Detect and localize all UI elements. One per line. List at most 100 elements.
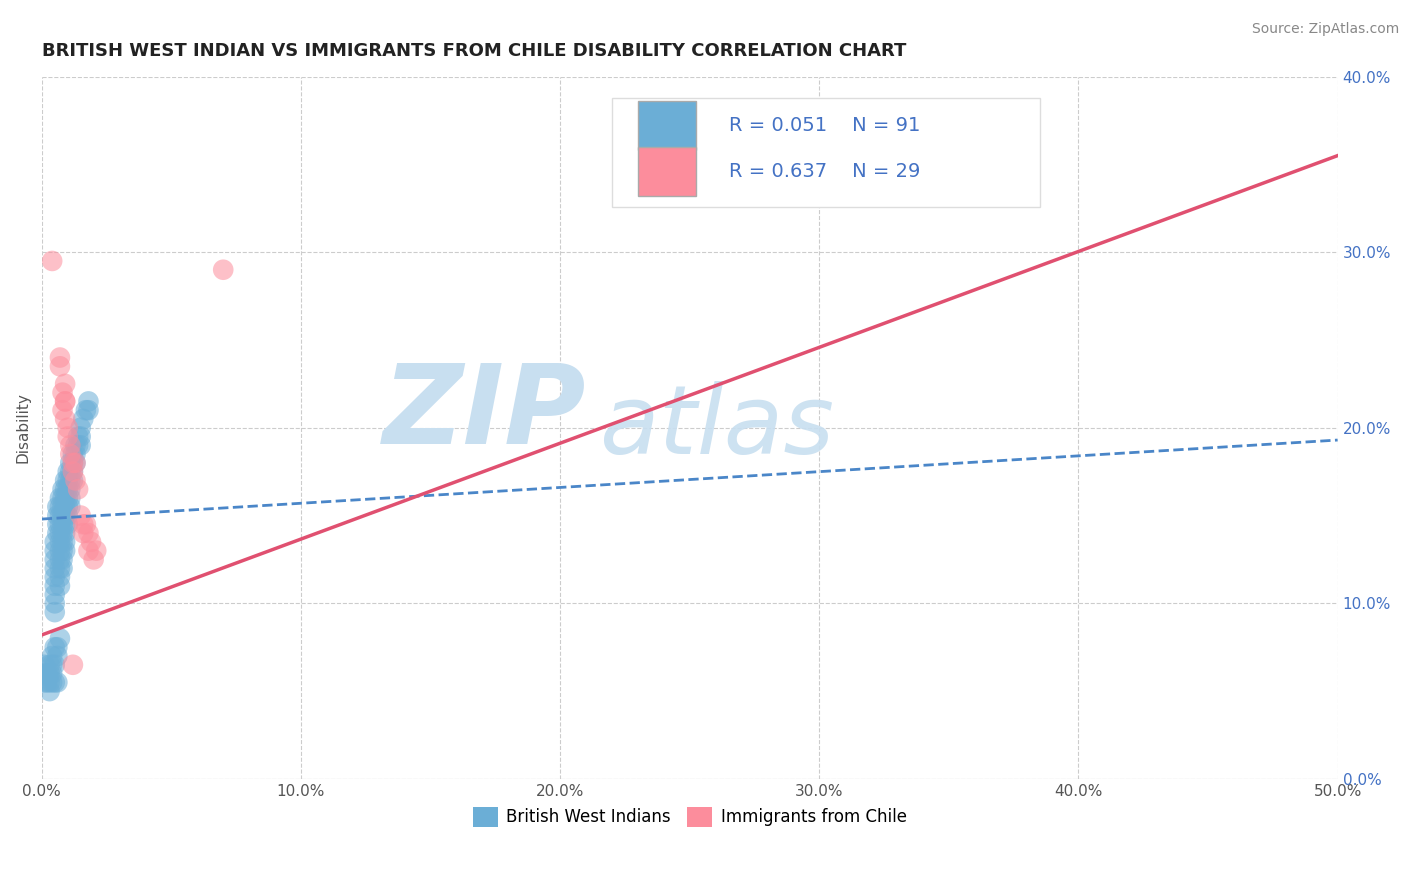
Point (44, 543, 66, 558)
Point (72, 517, 94, 532)
Point (212, 262, 235, 277)
Point (59, 491, 82, 505)
Point (51, 403, 73, 417)
Point (38, 684, 60, 698)
Point (41, 648, 63, 663)
Point (46, 500, 69, 514)
Point (46, 648, 69, 663)
Point (53, 482, 76, 496)
Point (77, 394, 100, 409)
Point (65, 456, 87, 470)
Point (53, 394, 76, 409)
Point (69, 508, 91, 523)
Point (72, 412, 94, 426)
Point (53, 543, 76, 558)
Point (56, 508, 79, 523)
FancyBboxPatch shape (638, 147, 696, 196)
Point (49, 570, 72, 584)
Point (44, 657, 66, 672)
Point (62, 465, 84, 479)
Point (56, 421, 79, 435)
Point (62, 456, 84, 470)
Point (53, 376, 76, 391)
Point (56, 465, 79, 479)
Point (41, 675, 63, 690)
Point (59, 456, 82, 470)
Point (59, 500, 82, 514)
Point (53, 394, 76, 409)
Point (49, 351, 72, 365)
Point (44, 570, 66, 584)
Point (56, 482, 79, 496)
Point (51, 508, 73, 523)
Point (65, 456, 87, 470)
Point (53, 412, 76, 426)
Point (67, 482, 90, 496)
Point (44, 561, 66, 575)
Point (53, 526, 76, 541)
Point (44, 588, 66, 602)
Point (77, 403, 100, 417)
Point (49, 491, 72, 505)
Point (69, 438, 91, 452)
Point (44, 605, 66, 619)
Point (38, 657, 60, 672)
Point (51, 500, 73, 514)
Point (44, 552, 66, 566)
Point (56, 517, 79, 532)
Point (56, 429, 79, 443)
Point (62, 456, 84, 470)
Point (38, 675, 60, 690)
Text: Source: ZipAtlas.com: Source: ZipAtlas.com (1251, 22, 1399, 37)
Point (53, 500, 76, 514)
Point (35, 666, 58, 681)
Point (62, 474, 84, 488)
Point (59, 447, 82, 461)
Point (46, 675, 69, 690)
Point (51, 552, 73, 566)
Point (53, 491, 76, 505)
Point (41, 254, 63, 268)
Point (51, 385, 73, 400)
Point (51, 482, 73, 496)
Point (72, 526, 94, 541)
Point (51, 517, 73, 532)
Point (51, 534, 73, 549)
Point (69, 429, 91, 443)
Text: R = 0.051    N = 91: R = 0.051 N = 91 (728, 116, 920, 136)
Point (44, 596, 66, 610)
Point (49, 534, 72, 549)
Point (49, 526, 72, 541)
Point (44, 579, 66, 593)
Point (62, 657, 84, 672)
Point (62, 465, 84, 479)
FancyBboxPatch shape (638, 101, 696, 151)
Point (56, 474, 79, 488)
Point (56, 500, 79, 514)
Point (65, 447, 87, 461)
Text: BRITISH WEST INDIAN VS IMMIGRANTS FROM CHILE DISABILITY CORRELATION CHART: BRITISH WEST INDIAN VS IMMIGRANTS FROM C… (42, 42, 907, 60)
Point (53, 508, 76, 523)
Point (46, 508, 69, 523)
Point (75, 403, 97, 417)
Point (65, 438, 87, 452)
Point (59, 482, 82, 496)
Text: atlas: atlas (599, 381, 834, 475)
Point (62, 447, 84, 461)
FancyBboxPatch shape (612, 97, 1039, 207)
Text: R = 0.637    N = 29: R = 0.637 N = 29 (728, 162, 920, 181)
Point (53, 474, 76, 488)
Point (51, 491, 73, 505)
Point (83, 552, 105, 566)
Point (41, 666, 63, 681)
Point (34, 666, 56, 681)
Point (59, 465, 82, 479)
Point (49, 561, 72, 575)
Point (51, 543, 73, 558)
Legend: British West Indians, Immigrants from Chile: British West Indians, Immigrants from Ch… (465, 800, 914, 834)
Point (34, 675, 56, 690)
Point (53, 517, 76, 532)
Point (46, 517, 69, 532)
Point (35, 675, 58, 690)
Point (67, 429, 90, 443)
